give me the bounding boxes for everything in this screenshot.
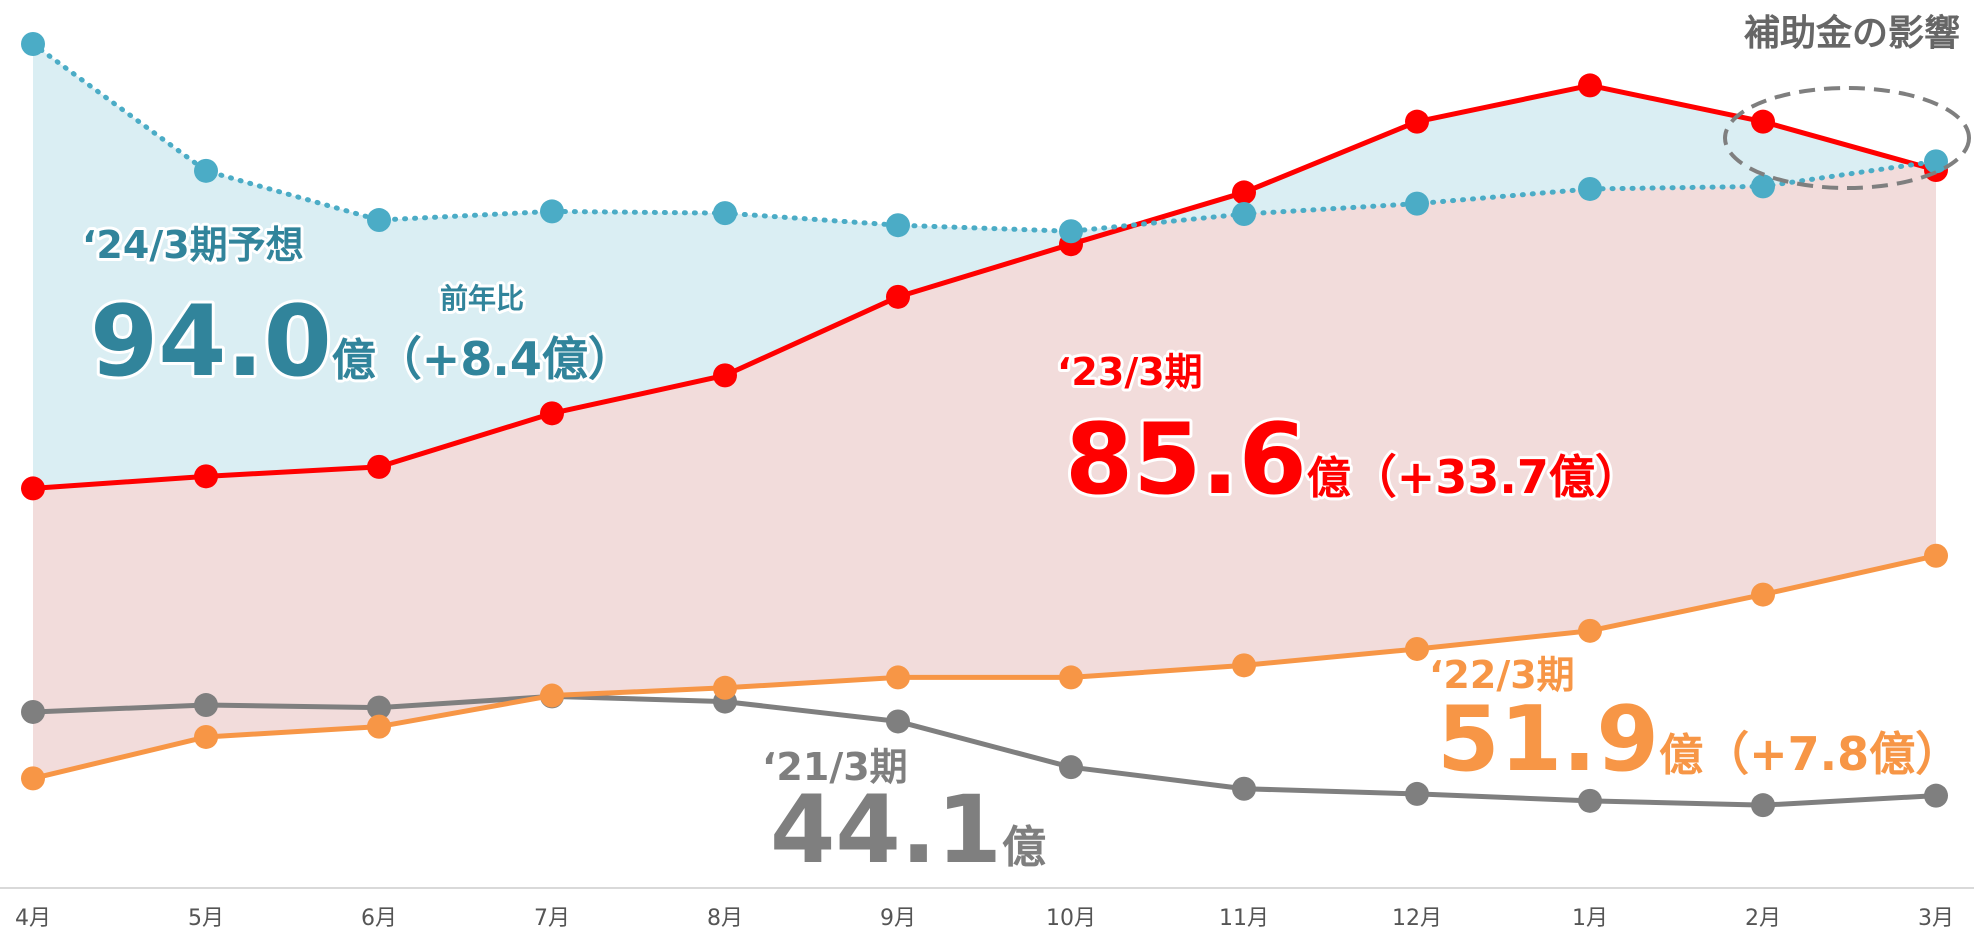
point	[1232, 776, 1256, 801]
highlight-ellipse	[1723, 86, 1971, 190]
series-total-label: 85.6億（+33.7億）	[1065, 403, 1641, 517]
series-total-label: 44.1億	[770, 776, 1046, 885]
area	[33, 43, 1936, 489]
series-line	[30, 693, 1939, 808]
point	[194, 158, 218, 183]
series-total: 85.6	[1065, 403, 1307, 517]
series-name: ‘23/3期	[1057, 350, 1203, 394]
series-name: ‘21/3期	[762, 745, 908, 789]
point	[367, 695, 391, 720]
x-tick-label: 5月	[188, 906, 224, 931]
series-unit: 億	[1307, 453, 1351, 504]
point	[194, 693, 218, 718]
change-caption: 前年比	[440, 282, 524, 315]
x-tick-label: 4月	[15, 906, 51, 931]
point	[1232, 180, 1256, 205]
point	[1405, 109, 1429, 134]
series-line	[30, 553, 1939, 781]
x-tick-label: 11月	[1219, 906, 1269, 931]
labels: ‘21/3期44.1億‘22/3期51.9億（+7.8億）‘23/3期85.6億…	[79, 220, 1964, 888]
point	[21, 476, 45, 501]
point	[1405, 191, 1429, 216]
point	[540, 683, 564, 708]
point	[1232, 201, 1256, 226]
x-tick-label: 3月	[1918, 906, 1954, 931]
point	[1751, 109, 1775, 134]
lines	[21, 31, 1948, 818]
series-total-label: 51.9億（+7.8億）	[1437, 687, 1961, 792]
series-unit: 億	[332, 335, 376, 386]
point	[1578, 176, 1602, 201]
point	[713, 201, 737, 226]
point	[367, 454, 391, 479]
point	[886, 284, 910, 309]
x-tick-label: 7月	[534, 906, 570, 931]
x-tick-label: 1月	[1572, 906, 1608, 931]
x-tick-label: 8月	[707, 906, 743, 931]
point	[1751, 174, 1775, 199]
annotation: 補助金の影響	[1744, 12, 1960, 54]
point	[540, 199, 564, 224]
point	[1059, 755, 1083, 780]
series-total: 94.0	[90, 285, 332, 399]
point	[1059, 665, 1083, 690]
series-total: 44.1	[770, 776, 1002, 885]
point	[1924, 543, 1948, 568]
point	[21, 766, 45, 791]
series-line	[30, 82, 1939, 491]
point	[1405, 636, 1429, 661]
point	[540, 401, 564, 426]
series-name: ‘22/3期	[1429, 653, 1575, 697]
point	[1578, 618, 1602, 643]
series-change: （+8.4億）	[376, 332, 634, 386]
series-change: （+7.8億）	[1703, 727, 1961, 781]
point	[367, 208, 391, 233]
series-line	[30, 41, 1939, 234]
point	[1751, 582, 1775, 607]
point	[1578, 788, 1602, 813]
point	[367, 714, 391, 739]
area	[33, 85, 1936, 779]
series-total-label: 94.0億（+8.4億）	[90, 285, 634, 399]
point	[886, 665, 910, 690]
series-unit: 億	[1002, 822, 1046, 873]
series-total: 51.9	[1437, 687, 1659, 792]
areas	[33, 43, 1936, 779]
series-unit: 億	[1659, 730, 1703, 781]
point	[194, 724, 218, 749]
point	[1232, 653, 1256, 678]
series-name: ‘24/3期予想	[82, 223, 304, 267]
point	[1405, 781, 1429, 806]
point	[1924, 783, 1948, 808]
point	[1578, 73, 1602, 98]
point	[21, 699, 45, 724]
x-tick-label: 9月	[880, 906, 916, 931]
point	[21, 31, 45, 56]
x-tick-label: 2月	[1745, 906, 1781, 931]
x-tick-label: 10月	[1046, 906, 1096, 931]
point	[886, 213, 910, 238]
point	[713, 675, 737, 700]
series-change: （+33.7億）	[1351, 450, 1641, 504]
x-tick-label: 6月	[361, 906, 397, 931]
point	[1924, 149, 1948, 174]
point	[886, 709, 910, 734]
point	[1751, 793, 1775, 818]
x-tick-label: 12月	[1392, 906, 1442, 931]
point	[713, 363, 737, 388]
point	[194, 464, 218, 489]
point	[1059, 219, 1083, 244]
